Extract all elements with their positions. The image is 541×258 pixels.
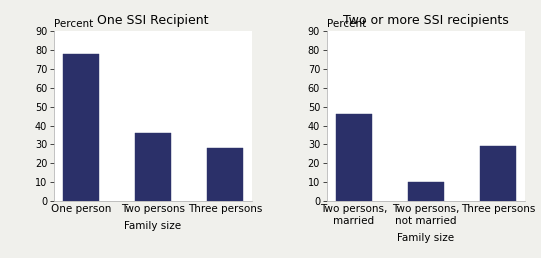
- Text: Percent: Percent: [327, 19, 366, 29]
- Title: Two or more SSI recipients: Two or more SSI recipients: [343, 14, 509, 27]
- Bar: [207, 148, 243, 201]
- Bar: [408, 182, 444, 201]
- Bar: [63, 54, 99, 201]
- Bar: [336, 114, 372, 201]
- Bar: [480, 146, 516, 201]
- Text: Percent: Percent: [54, 19, 94, 29]
- X-axis label: Family size: Family size: [397, 232, 454, 243]
- Bar: [135, 133, 171, 201]
- X-axis label: Family size: Family size: [124, 221, 182, 231]
- Title: One SSI Recipient: One SSI Recipient: [97, 14, 209, 27]
